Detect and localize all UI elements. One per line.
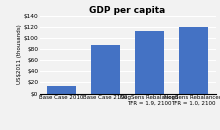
Bar (91, 45, 120, 94)
Title: GDP per capita: GDP per capita (90, 6, 166, 15)
Bar (135, 31, 164, 94)
Bar (47, 86, 76, 94)
Bar (179, 27, 208, 94)
Y-axis label: US$2011 (thousands): US$2011 (thousands) (17, 25, 22, 84)
